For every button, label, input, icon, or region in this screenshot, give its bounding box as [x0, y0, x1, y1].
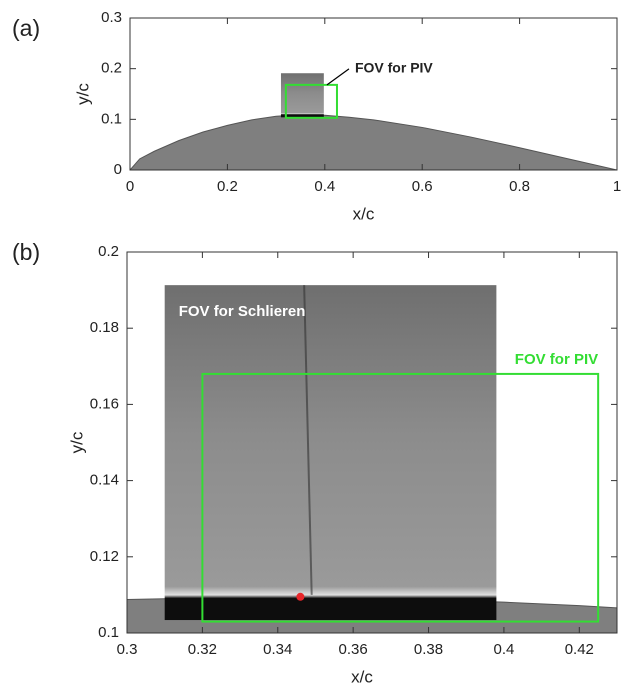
schlieren-image — [164, 285, 497, 621]
area-group — [130, 114, 617, 170]
axes-frame — [129, 17, 618, 171]
marker-point — [296, 592, 305, 601]
x-tick-label: 0.34 — [263, 641, 292, 658]
schlieren-image — [280, 73, 324, 118]
image-group — [280, 73, 324, 118]
fov-box — [201, 372, 600, 623]
x-tick-label: 0.36 — [339, 641, 368, 658]
shock-line — [303, 285, 313, 595]
panel-label: (a) — [12, 15, 40, 41]
y-tick-label: 0.16 — [90, 395, 119, 412]
leader-line — [326, 68, 350, 86]
y-tick-label: 0.1 — [101, 110, 122, 127]
y-axis-label: y/c — [73, 83, 92, 105]
axes-frame — [126, 251, 618, 634]
x-tick-label: 0.38 — [414, 641, 443, 658]
y-tick-label: 0 — [114, 161, 122, 178]
panel-label: (b) — [12, 239, 40, 265]
y-tick-label: 0.1 — [98, 624, 119, 641]
y-tick-label: 0.12 — [90, 548, 119, 565]
x-tick-label: 1 — [613, 178, 621, 195]
fov-label: FOV for PIV — [355, 60, 433, 76]
image-group — [164, 285, 497, 621]
x-tick-label: 0.42 — [565, 641, 594, 658]
image-label: FOV for Schlieren — [179, 303, 306, 320]
y-axis-label: y/c — [67, 431, 86, 453]
area-fill — [130, 114, 617, 170]
x-tick-label: 0.8 — [509, 178, 530, 195]
y-tick-label: 0.3 — [101, 9, 122, 26]
x-tick-label: 0.6 — [412, 178, 433, 195]
fov-label: FOV for PIV — [515, 351, 598, 368]
y-tick-label: 0.2 — [101, 60, 122, 77]
y-tick-label: 0.14 — [90, 472, 119, 489]
x-tick-label: 0.4 — [314, 178, 335, 195]
x-tick-label: 0.4 — [493, 641, 514, 658]
y-tick-label: 0.2 — [98, 243, 119, 260]
x-axis-label: x/c — [353, 204, 375, 223]
y-tick-label: 0.18 — [90, 319, 119, 336]
x-tick-label: 0.3 — [117, 641, 138, 658]
x-tick-label: 0.2 — [217, 178, 238, 195]
fov-box — [284, 83, 338, 119]
x-axis-label: x/c — [351, 667, 373, 686]
x-tick-label: 0 — [126, 178, 134, 195]
x-tick-label: 0.32 — [188, 641, 217, 658]
